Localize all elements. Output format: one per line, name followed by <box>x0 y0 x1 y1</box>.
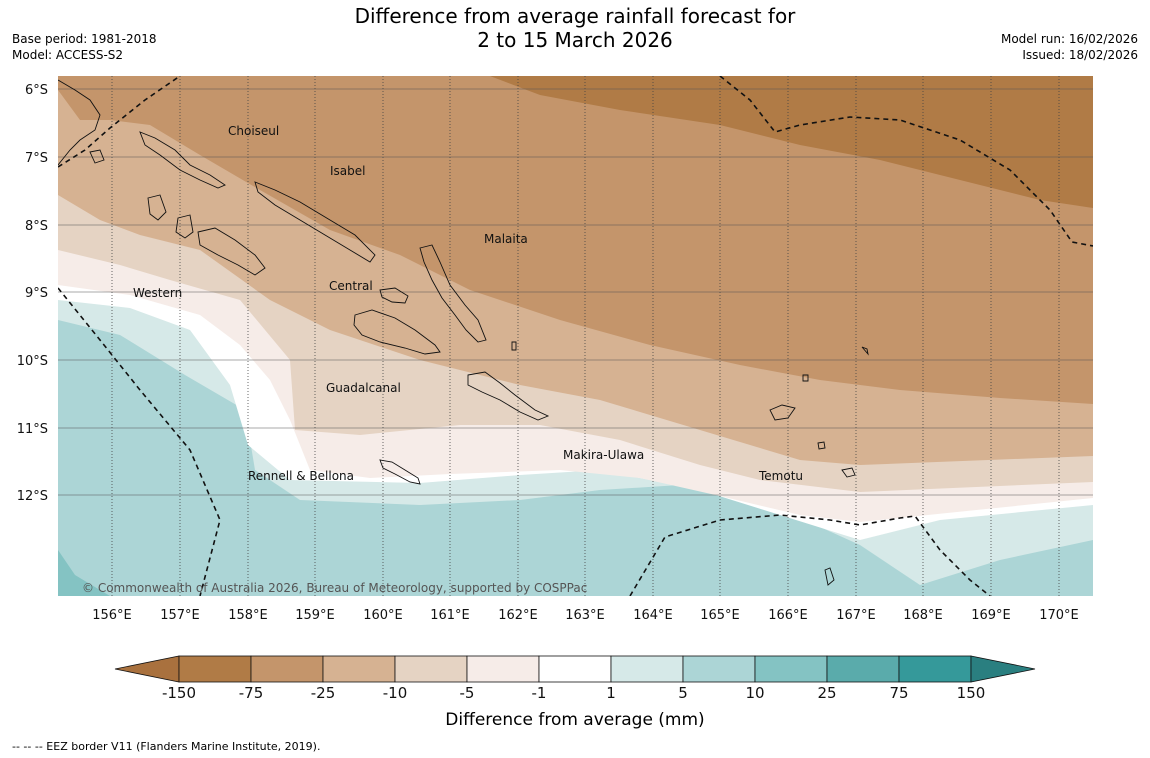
colorbar-label: -10 <box>383 684 408 702</box>
island-rennell <box>379 459 421 485</box>
colorbar-label: 75 <box>889 684 908 702</box>
label-guadalcanal: Guadalcanal <box>326 381 401 395</box>
label-central: Central <box>329 279 373 293</box>
colorbar-title: Difference from average (mm) <box>445 710 705 730</box>
model-name: Model: ACCESS-S2 <box>12 48 124 62</box>
label-western: Western <box>133 286 182 300</box>
lon-label: 163°E <box>565 608 605 623</box>
lon-label: 166°E <box>768 608 808 623</box>
lon-label: 161°E <box>430 608 470 623</box>
meta-right: Model run: 16/02/2026 Issued: 18/02/2026 <box>1001 31 1138 63</box>
island-vanuatu-north <box>824 567 835 586</box>
colorbar-swatch <box>322 655 396 683</box>
label-malaita: Malaita <box>484 232 528 246</box>
colorbar-label: 150 <box>957 684 986 702</box>
island-shortland <box>89 149 105 164</box>
lat-label: 10°S <box>17 354 48 369</box>
lon-labels: 156°E 157°E 158°E 159°E 160°E 161°E 162°… <box>92 608 1079 623</box>
island-outlines <box>58 79 869 586</box>
label-rennell-bellona: Rennell & Bellona <box>248 469 354 483</box>
issued-date: Issued: 18/02/2026 <box>1022 48 1138 62</box>
lat-label: 6°S <box>25 83 48 98</box>
lat-label: 7°S <box>25 151 48 166</box>
label-makira-ulawa: Makira-Ulawa <box>563 448 644 462</box>
island-western-2 <box>197 227 266 276</box>
lat-label: 8°S <box>25 219 48 234</box>
lon-label: 157°E <box>160 608 200 623</box>
label-temotu: Temotu <box>758 469 803 483</box>
colorbar-swatch <box>754 655 828 683</box>
island-temotu-3 <box>817 441 826 450</box>
colorbar-label: 10 <box>745 684 764 702</box>
colorbar-extend-high <box>970 655 1036 683</box>
island-small-2 <box>802 374 809 382</box>
chart-title: Difference from average rainfall forecas… <box>0 4 1150 52</box>
colorbar-swatch <box>178 655 252 683</box>
colorbar-swatch <box>826 655 900 683</box>
place-labels: Choiseul Isabel Malaita Western Central … <box>133 124 803 483</box>
colorbar-swatch <box>250 655 324 683</box>
latitude-grid <box>58 88 1093 496</box>
island-isabel <box>254 181 376 263</box>
colorbar <box>114 655 1036 683</box>
island-western-3 <box>147 194 167 221</box>
lat-label: 12°S <box>17 489 48 504</box>
lat-label: 11°S <box>17 422 48 437</box>
copyright-text: © Commonwealth of Australia 2026, Bureau… <box>82 581 587 595</box>
lon-label: 160°E <box>363 608 403 623</box>
lon-label: 158°E <box>228 608 268 623</box>
colorbar-swatch <box>610 655 684 683</box>
lon-label: 164°E <box>633 608 673 623</box>
island-florida <box>379 287 409 304</box>
island-western-1 <box>175 214 194 239</box>
island-malaita <box>419 244 487 343</box>
colorbar-swatch <box>466 655 540 683</box>
footnote: -- -- -- EEZ border V11 (Flanders Marine… <box>12 740 321 753</box>
colorbar-label: -150 <box>162 684 196 702</box>
island-makira <box>467 371 550 421</box>
island-santa-cruz <box>769 404 796 421</box>
label-choiseul: Choiseul <box>228 124 279 138</box>
island-bougainville <box>58 79 101 166</box>
colorbar-label: -5 <box>460 684 475 702</box>
lon-label: 159°E <box>295 608 335 623</box>
title-line-2: 2 to 15 March 2026 <box>477 28 673 52</box>
colorbar-extend-low <box>114 655 180 683</box>
island-small-3 <box>861 346 869 356</box>
lon-label: 168°E <box>903 608 943 623</box>
colorbar-labels: -150 -75 -25 -10 -5 -1 1 5 10 25 75 150 <box>162 684 985 702</box>
model-run: Model run: 16/02/2026 <box>1000 32 1138 46</box>
colorbar-label: -1 <box>532 684 547 702</box>
label-isabel: Isabel <box>330 164 365 178</box>
meta-left: Base period: 1981-2018 Model: ACCESS-S2 <box>12 31 157 63</box>
colorbar-label: 5 <box>678 684 688 702</box>
colorbar-label: 1 <box>606 684 616 702</box>
colorbar-swatch <box>898 655 972 683</box>
base-period: Base period: 1981-2018 <box>12 32 157 46</box>
lon-label: 167°E <box>836 608 876 623</box>
lon-label: 165°E <box>700 608 740 623</box>
lat-labels: 6°S 7°S 8°S 9°S 10°S 11°S 12°S <box>17 83 48 504</box>
title-line-1: Difference from average rainfall forecas… <box>354 4 796 28</box>
lon-label: 170°E <box>1039 608 1079 623</box>
eez-border <box>58 76 1093 596</box>
island-temotu-2 <box>841 467 856 478</box>
colorbar-label: 25 <box>817 684 836 702</box>
island-choiseul <box>139 131 226 189</box>
island-small-1 <box>511 341 517 351</box>
colorbar-label: -25 <box>311 684 336 702</box>
colorbar-swatch <box>394 655 468 683</box>
lon-label: 156°E <box>92 608 132 623</box>
colorbar-swatch <box>538 655 612 683</box>
lon-label: 162°E <box>498 608 538 623</box>
contour-fill <box>58 76 1093 596</box>
lat-label: 9°S <box>25 286 48 301</box>
colorbar-label: -75 <box>239 684 264 702</box>
colorbar-swatch <box>682 655 756 683</box>
island-guadalcanal <box>353 309 441 355</box>
lon-label: 169°E <box>971 608 1011 623</box>
